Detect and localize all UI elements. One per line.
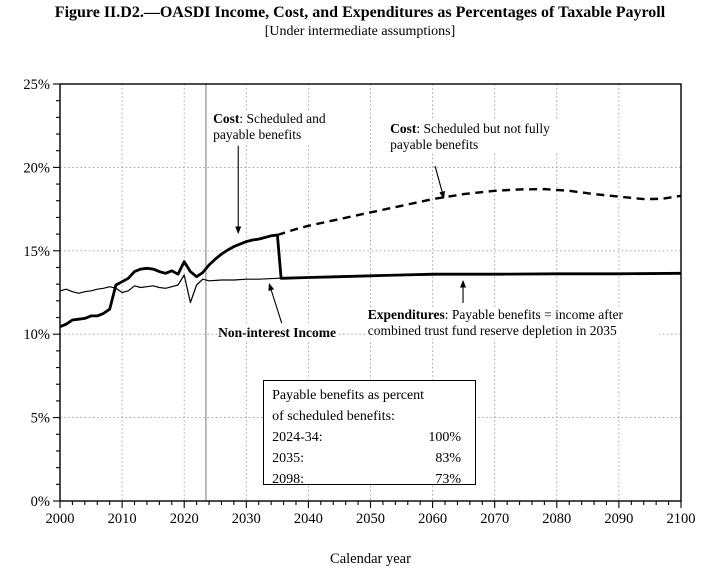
y-tick-label: 20%	[23, 160, 50, 176]
y-tick-label: 25%	[23, 77, 50, 93]
x-tick-label: 2020	[170, 511, 199, 527]
series-line-cost-payable	[59, 233, 278, 328]
x-tick-label: 2030	[232, 511, 261, 527]
payable-box-line1: Payable benefits as percent	[272, 388, 425, 404]
annotation-text: : Scheduled but not fully payable benefi…	[390, 121, 550, 152]
table-row: 2035: 83%	[272, 448, 461, 469]
annotation-text: : Scheduled and payable benefits	[213, 111, 326, 142]
x-tick-label: 2040	[294, 511, 323, 527]
annotation-non-interest-income: Non-interest Income	[217, 325, 337, 341]
x-axis-title: Calendar year	[330, 551, 411, 567]
x-tick-label: 2080	[542, 511, 571, 527]
annotation-arrow-non-interest	[268, 283, 283, 324]
x-tick-label: 2070	[480, 511, 509, 527]
figure-subtitle: [Under intermediate assumptions]	[264, 24, 456, 39]
annotation-expenditures: Expenditures: Payable benefits = income …	[366, 307, 659, 339]
x-tick-label: 2010	[108, 511, 137, 527]
payable-benefits-box: Payable benefits as percent of scheduled…	[263, 380, 477, 487]
y-tick-label: 10%	[23, 327, 50, 343]
x-tick-label: 2000	[46, 511, 75, 527]
table-row: 2098: 73%	[272, 469, 461, 490]
annotation-lead: Cost	[213, 111, 240, 127]
x-tick-label: 2100	[667, 511, 696, 527]
x-tick-label: 2090	[604, 511, 633, 527]
y-tick-label: 15%	[23, 244, 50, 260]
figure-title: Figure II.D2.—OASDI Income, Cost, and Ex…	[54, 4, 666, 21]
row-label: 2024-34:	[272, 430, 323, 446]
payable-box-line2: of scheduled benefits:	[272, 409, 395, 425]
row-label: 2098:	[272, 472, 304, 488]
annotation-lead: Non-interest Income	[218, 325, 336, 341]
row-value: 83%	[435, 451, 462, 467]
row-label: 2035:	[272, 451, 304, 467]
x-tick-label: 2060	[418, 511, 447, 527]
series-line-cost-scheduled-dashed	[277, 187, 682, 237]
series-line-expenditures-payable	[276, 234, 682, 280]
y-tick-label: 5%	[31, 411, 50, 427]
table-row: 2024-34: 100%	[272, 427, 461, 448]
x-tick-label: 2050	[356, 511, 385, 527]
annotation-text: : Payable benefits = income after combin…	[367, 307, 623, 338]
annotation-lead: Cost	[390, 121, 417, 137]
y-tick-label: 0%	[31, 494, 50, 510]
annotation-cost-scheduled-not-payable: Cost: Scheduled but not fully payable be…	[389, 121, 574, 153]
annotation-lead: Expenditures	[367, 307, 445, 322]
annotation-cost-scheduled-payable: Cost: Scheduled and payable benefits	[212, 111, 343, 143]
row-value: 100%	[428, 430, 462, 446]
annotation-arrow-cost-scheduled	[434, 165, 445, 199]
row-value: 73%	[435, 472, 462, 488]
